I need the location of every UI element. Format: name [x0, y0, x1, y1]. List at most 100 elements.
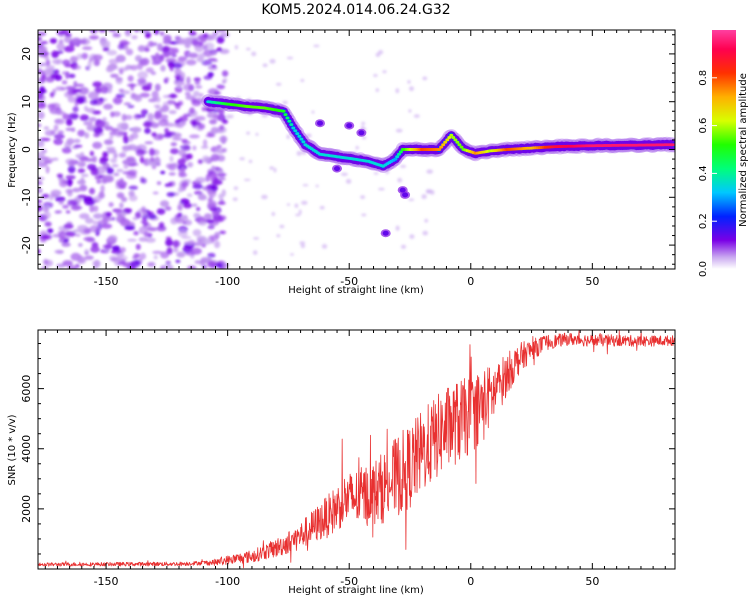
noise-speckle — [66, 138, 75, 145]
noise-speckle — [192, 145, 197, 151]
noise-speckle — [73, 144, 83, 148]
noise-speckle — [44, 55, 50, 60]
noise-speckle — [142, 211, 148, 216]
noise-speckle — [345, 178, 352, 184]
noise-speckle — [167, 181, 173, 187]
snr-plot — [38, 330, 675, 569]
noise-speckle — [168, 60, 173, 69]
snr-background — [38, 330, 675, 569]
noise-speckle — [181, 38, 192, 45]
noise-speckle — [171, 47, 179, 54]
noise-speckle — [145, 31, 151, 39]
noise-speckle — [114, 129, 124, 138]
noise-speckle — [109, 135, 114, 140]
noise-speckle — [160, 251, 170, 259]
noise-speckle — [74, 99, 79, 107]
noise-speckle — [174, 214, 181, 219]
noise-speckle — [116, 122, 128, 130]
noise-speckle — [106, 146, 116, 150]
noise-speckle — [361, 121, 366, 126]
noise-speckle — [150, 261, 155, 267]
noise-speckle — [219, 230, 226, 235]
colorbar-tick-label: 0.6 — [698, 118, 709, 134]
noise-speckle — [117, 255, 128, 262]
noise-speckle — [40, 41, 48, 45]
noise-speckle — [183, 113, 191, 118]
ridge-clump-core — [399, 187, 406, 193]
noise-speckle — [153, 157, 161, 164]
noise-speckle — [147, 40, 154, 48]
noise-speckle — [173, 247, 179, 253]
noise-speckle — [296, 150, 302, 156]
noise-speckle — [168, 110, 177, 115]
noise-speckle — [210, 153, 220, 162]
noise-speckle — [210, 126, 219, 135]
noise-speckle — [279, 224, 285, 229]
noise-speckle — [52, 157, 59, 161]
noise-speckle — [311, 110, 315, 114]
noise-speckle — [85, 217, 94, 224]
noise-speckle — [202, 139, 208, 147]
noise-speckle — [425, 190, 432, 194]
noise-speckle — [150, 71, 157, 75]
ridge-peak-mark — [285, 116, 290, 120]
noise-speckle — [115, 78, 123, 85]
noise-speckle — [93, 133, 100, 138]
noise-speckle — [39, 238, 47, 243]
noise-speckle — [185, 59, 197, 66]
spectrogram-heatmap — [38, 30, 675, 269]
noise-speckle — [152, 191, 159, 195]
noise-speckle — [137, 71, 149, 79]
noise-speckle — [395, 88, 400, 94]
noise-speckle — [77, 224, 88, 231]
noise-speckle — [38, 45, 48, 54]
noise-speckle — [385, 168, 390, 175]
noise-speckle — [56, 173, 64, 178]
noise-speckle — [96, 179, 102, 184]
noise-speckle — [239, 157, 245, 161]
noise-speckle — [217, 215, 227, 221]
y-tick-label: 20 — [20, 47, 33, 61]
noise-speckle — [109, 131, 117, 136]
noise-speckle — [79, 184, 88, 192]
noise-speckle — [44, 130, 55, 136]
noise-speckle — [273, 167, 277, 173]
noise-speckle — [178, 116, 188, 122]
noise-speckle — [144, 141, 154, 145]
noise-speckle — [165, 163, 174, 169]
noise-speckle — [56, 134, 62, 142]
noise-speckle — [216, 172, 227, 177]
noise-speckle — [119, 247, 126, 253]
x-tick-label: 50 — [585, 575, 599, 588]
noise-speckle — [143, 231, 150, 238]
noise-speckle — [219, 32, 230, 38]
noise-speckle — [122, 208, 133, 213]
noise-speckle — [205, 174, 210, 182]
noise-speckle — [139, 30, 150, 33]
noise-speckle — [119, 69, 124, 75]
noise-speckle — [52, 69, 60, 75]
noise-speckle — [395, 225, 400, 231]
ridge-peak-mark — [295, 132, 300, 136]
noise-speckle — [408, 109, 412, 113]
ridge-clump-core — [317, 120, 323, 126]
x-tick-label: -50 — [340, 275, 358, 288]
noise-speckle — [176, 251, 186, 258]
noise-speckle — [159, 31, 165, 36]
noise-speckle — [191, 119, 198, 127]
noise-speckle — [361, 213, 367, 217]
noise-speckle — [68, 73, 76, 79]
x-tick-label: -150 — [94, 575, 119, 588]
ridge-peak-mark — [397, 152, 401, 156]
noise-speckle — [82, 46, 93, 50]
noise-speckle — [117, 43, 125, 50]
noise-speckle — [73, 138, 81, 144]
noise-speckle — [305, 133, 312, 138]
noise-speckle — [76, 53, 83, 60]
noise-speckle — [47, 103, 56, 111]
noise-speckle — [38, 140, 45, 148]
noise-speckle — [319, 205, 325, 210]
noise-speckle — [76, 179, 86, 185]
noise-speckle — [276, 234, 281, 238]
noise-speckle — [42, 201, 54, 209]
